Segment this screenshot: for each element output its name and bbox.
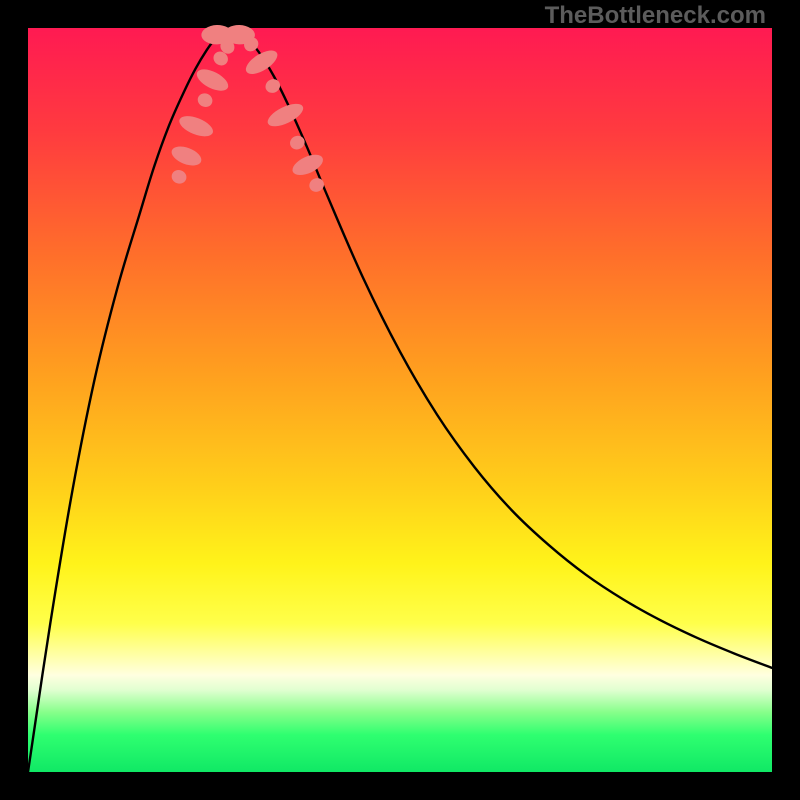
curve-marker: [169, 143, 204, 169]
curve-marker: [196, 91, 215, 109]
curve-marker: [288, 133, 307, 151]
curve-marker: [289, 151, 326, 180]
curve-marker: [177, 112, 216, 141]
curve-marker: [264, 99, 306, 131]
curve-marker: [263, 77, 282, 96]
curve-marker: [307, 176, 326, 194]
watermark-text: TheBottleneck.com: [545, 2, 766, 30]
chart-frame: TheBottleneck.com: [0, 0, 800, 800]
plot-area: [28, 28, 772, 772]
curve-right-branch: [229, 30, 772, 668]
curve-left-branch: [28, 30, 229, 772]
curve-marker: [194, 65, 232, 95]
curve-marker: [170, 168, 188, 186]
chart-svg: [28, 28, 772, 772]
